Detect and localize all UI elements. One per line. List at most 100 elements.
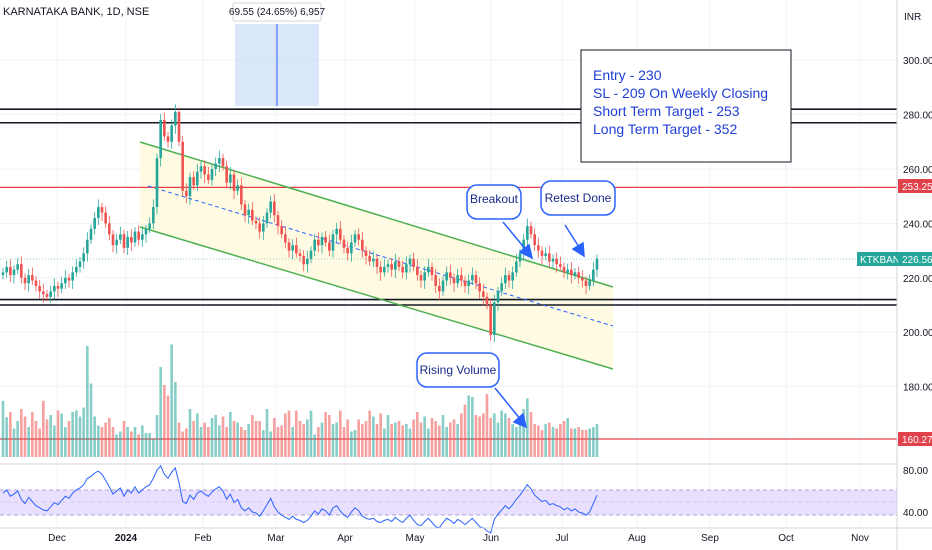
candle [240,177,243,211]
time-tick-label: Mar [267,533,285,544]
candle [302,250,305,272]
volume-bar [423,416,426,457]
candles [1,104,599,342]
candle [394,253,397,279]
candle [265,208,269,228]
volume-bar [100,427,104,457]
volume-bar [196,413,199,457]
candle [353,229,357,247]
candle [56,281,60,298]
candle [1,268,5,280]
rsi-tick-label: 40.00 [903,508,928,519]
volume-bar [148,433,151,457]
candle [49,285,52,303]
volume-bar [335,422,338,457]
volume-bar [159,367,162,457]
volume-bar [364,421,368,457]
volume-bar [313,434,316,457]
volume-bar [273,418,276,457]
price-axis-ticks: 300.00 280.00 260.00 240.00 220.00 200.00 180.… [903,56,932,393]
time-tick-label: Nov [851,533,869,544]
volume-bar [137,434,140,457]
candle [221,153,225,171]
candle [291,239,294,260]
candle [155,153,159,215]
volume-bar [170,344,173,457]
volume-bar [537,425,540,457]
volume-bar [482,413,485,457]
volume-bar [155,415,159,457]
volume-bar [38,428,41,457]
volume-bar [324,412,327,457]
candle [595,254,599,277]
candle [23,273,27,291]
volume-bar [119,431,122,457]
volume-bar [493,413,496,457]
candle [31,267,34,285]
candle [247,203,250,224]
volume-bar [306,419,309,457]
candle [511,266,514,289]
candle [97,199,100,226]
candle [188,172,192,205]
volume-bar [251,415,254,457]
candle [342,235,346,254]
candle [284,226,287,249]
volume-bar [64,427,67,457]
candle [478,277,481,299]
candle [405,256,408,280]
volume-bar [562,421,566,457]
candle [581,270,584,288]
candle [133,227,137,247]
volume-bar [45,419,49,457]
candle [537,237,540,258]
volume-bar [408,428,412,457]
svg-text:160.27: 160.27 [902,435,932,446]
breakout-callout: Breakout [466,184,522,220]
volume-bar [192,421,195,457]
volume-bar [276,427,280,457]
candle [130,229,133,251]
candle [67,273,71,288]
volume-bar [1,400,5,457]
volume-bar [397,421,401,457]
candle [210,164,214,186]
volume-bar [280,425,283,457]
volume-bar [126,427,129,457]
volume-bar [302,424,305,457]
volume-bar [405,424,408,457]
candle [254,216,258,230]
candle [137,225,140,246]
volume-bar [504,413,507,457]
time-tick-label: 2024 [115,533,138,544]
candle [559,256,562,272]
candle [111,229,115,253]
candle [434,269,437,294]
volume-bar [383,428,386,457]
candle [229,166,232,190]
volume-bar [577,427,580,457]
candle [258,217,261,239]
candle [148,217,151,234]
candle [364,246,368,265]
candle [199,161,203,179]
volume-bar [34,421,38,457]
breakout-arrow [502,221,534,260]
volume-bar [199,427,203,457]
candle [100,202,104,221]
volume-bar [295,410,298,457]
volume-bar [130,431,133,457]
candle [42,283,45,303]
volume-bar [595,424,599,457]
volume-bar [60,413,63,457]
volume-bar [346,419,349,457]
volume-bar [181,431,184,457]
volume-bar [452,419,456,457]
volume-bar [133,427,137,457]
volume-bar [23,416,27,457]
candle [71,266,74,289]
candle [60,277,63,294]
volume-bar [401,425,404,457]
volume-bar [144,433,148,457]
